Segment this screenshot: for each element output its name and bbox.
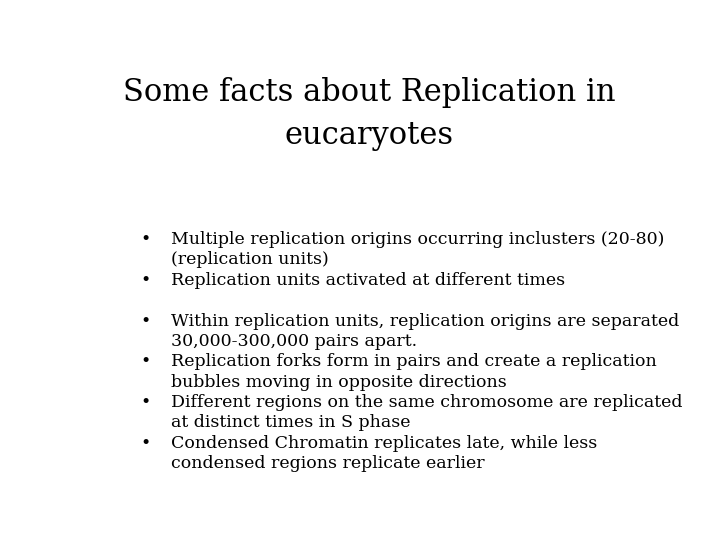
Text: Condensed Chromatin replicates late, while less
condensed regions replicate earl: Condensed Chromatin replicates late, whi… — [171, 435, 597, 472]
Text: •: • — [140, 231, 151, 248]
Text: Some facts about Replication in
eucaryotes: Some facts about Replication in eucaryot… — [122, 77, 616, 151]
Text: •: • — [140, 353, 151, 370]
Text: Within replication units, replication origins are separated
30,000-300,000 pairs: Within replication units, replication or… — [171, 313, 679, 350]
Text: Multiple replication origins occurring inclusters (20-80)
(replication units): Multiple replication origins occurring i… — [171, 231, 665, 268]
Text: Replication units activated at different times: Replication units activated at different… — [171, 272, 565, 289]
Text: •: • — [140, 435, 151, 452]
Text: •: • — [140, 394, 151, 411]
Text: •: • — [140, 272, 151, 289]
Text: •: • — [140, 313, 151, 329]
Text: Replication forks form in pairs and create a replication
bubbles moving in oppos: Replication forks form in pairs and crea… — [171, 353, 657, 390]
Text: Different regions on the same chromosome are replicated
at distinct times in S p: Different regions on the same chromosome… — [171, 394, 683, 431]
